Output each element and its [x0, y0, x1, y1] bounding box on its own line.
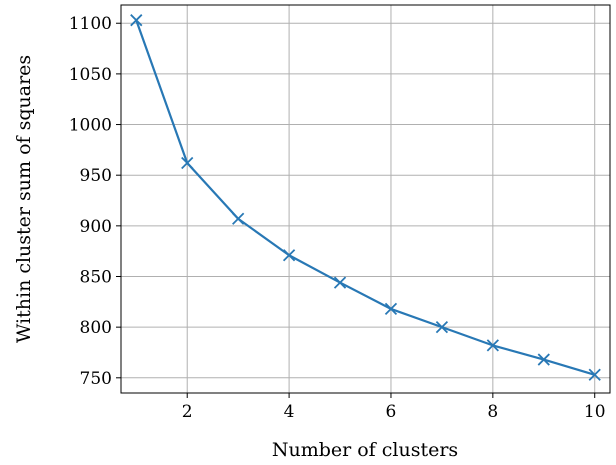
data-point-marker: [537, 353, 550, 366]
marker-stroke: [435, 321, 449, 334]
data-point-marker: [333, 276, 347, 289]
y-tick-label: 800: [80, 318, 112, 338]
marker-stroke: [333, 276, 347, 289]
marker-stroke: [384, 302, 398, 316]
marker-stroke: [486, 339, 499, 352]
marker-stroke: [181, 156, 194, 170]
x-tick-label: 2: [182, 402, 193, 422]
marker-stroke: [130, 14, 143, 27]
x-tick-label: 8: [487, 402, 498, 422]
data-point-marker: [486, 339, 499, 352]
y-tick-label: 750: [80, 369, 112, 389]
marker-stroke: [588, 368, 601, 381]
grid: [121, 5, 610, 393]
marker-stroke: [232, 212, 245, 225]
y-tick-label: 850: [80, 267, 112, 287]
data-point-marker: [232, 212, 245, 225]
data-point-marker: [384, 302, 398, 316]
data-point-marker: [181, 156, 194, 170]
marker-stroke: [282, 249, 296, 262]
data-point-marker: [435, 321, 449, 334]
data-point-marker: [130, 14, 143, 27]
x-tick-label: 6: [386, 402, 397, 422]
y-tick-label: 1050: [69, 65, 112, 85]
x-tick-label: 4: [284, 402, 295, 422]
x-axis-title: Number of clusters: [272, 439, 458, 461]
y-axis-title: Within cluster sum of squares: [13, 55, 35, 343]
y-tick-label: 900: [80, 217, 112, 237]
y-tick-label: 950: [80, 166, 112, 186]
y-tick-label: 1100: [69, 14, 112, 34]
series-layer: [130, 14, 601, 381]
y-tick-label: 1000: [69, 116, 112, 136]
x-tick-label: 10: [584, 402, 606, 422]
data-point-marker: [588, 368, 601, 381]
axis-ticks: 2 4 6 8 10 750 800 850 900 950 1000 1050 1100: [69, 14, 606, 422]
series-line: [135, 19, 596, 376]
plot-frame: [120, 4, 611, 394]
marker-stroke: [537, 353, 550, 366]
data-point-marker: [282, 249, 296, 262]
